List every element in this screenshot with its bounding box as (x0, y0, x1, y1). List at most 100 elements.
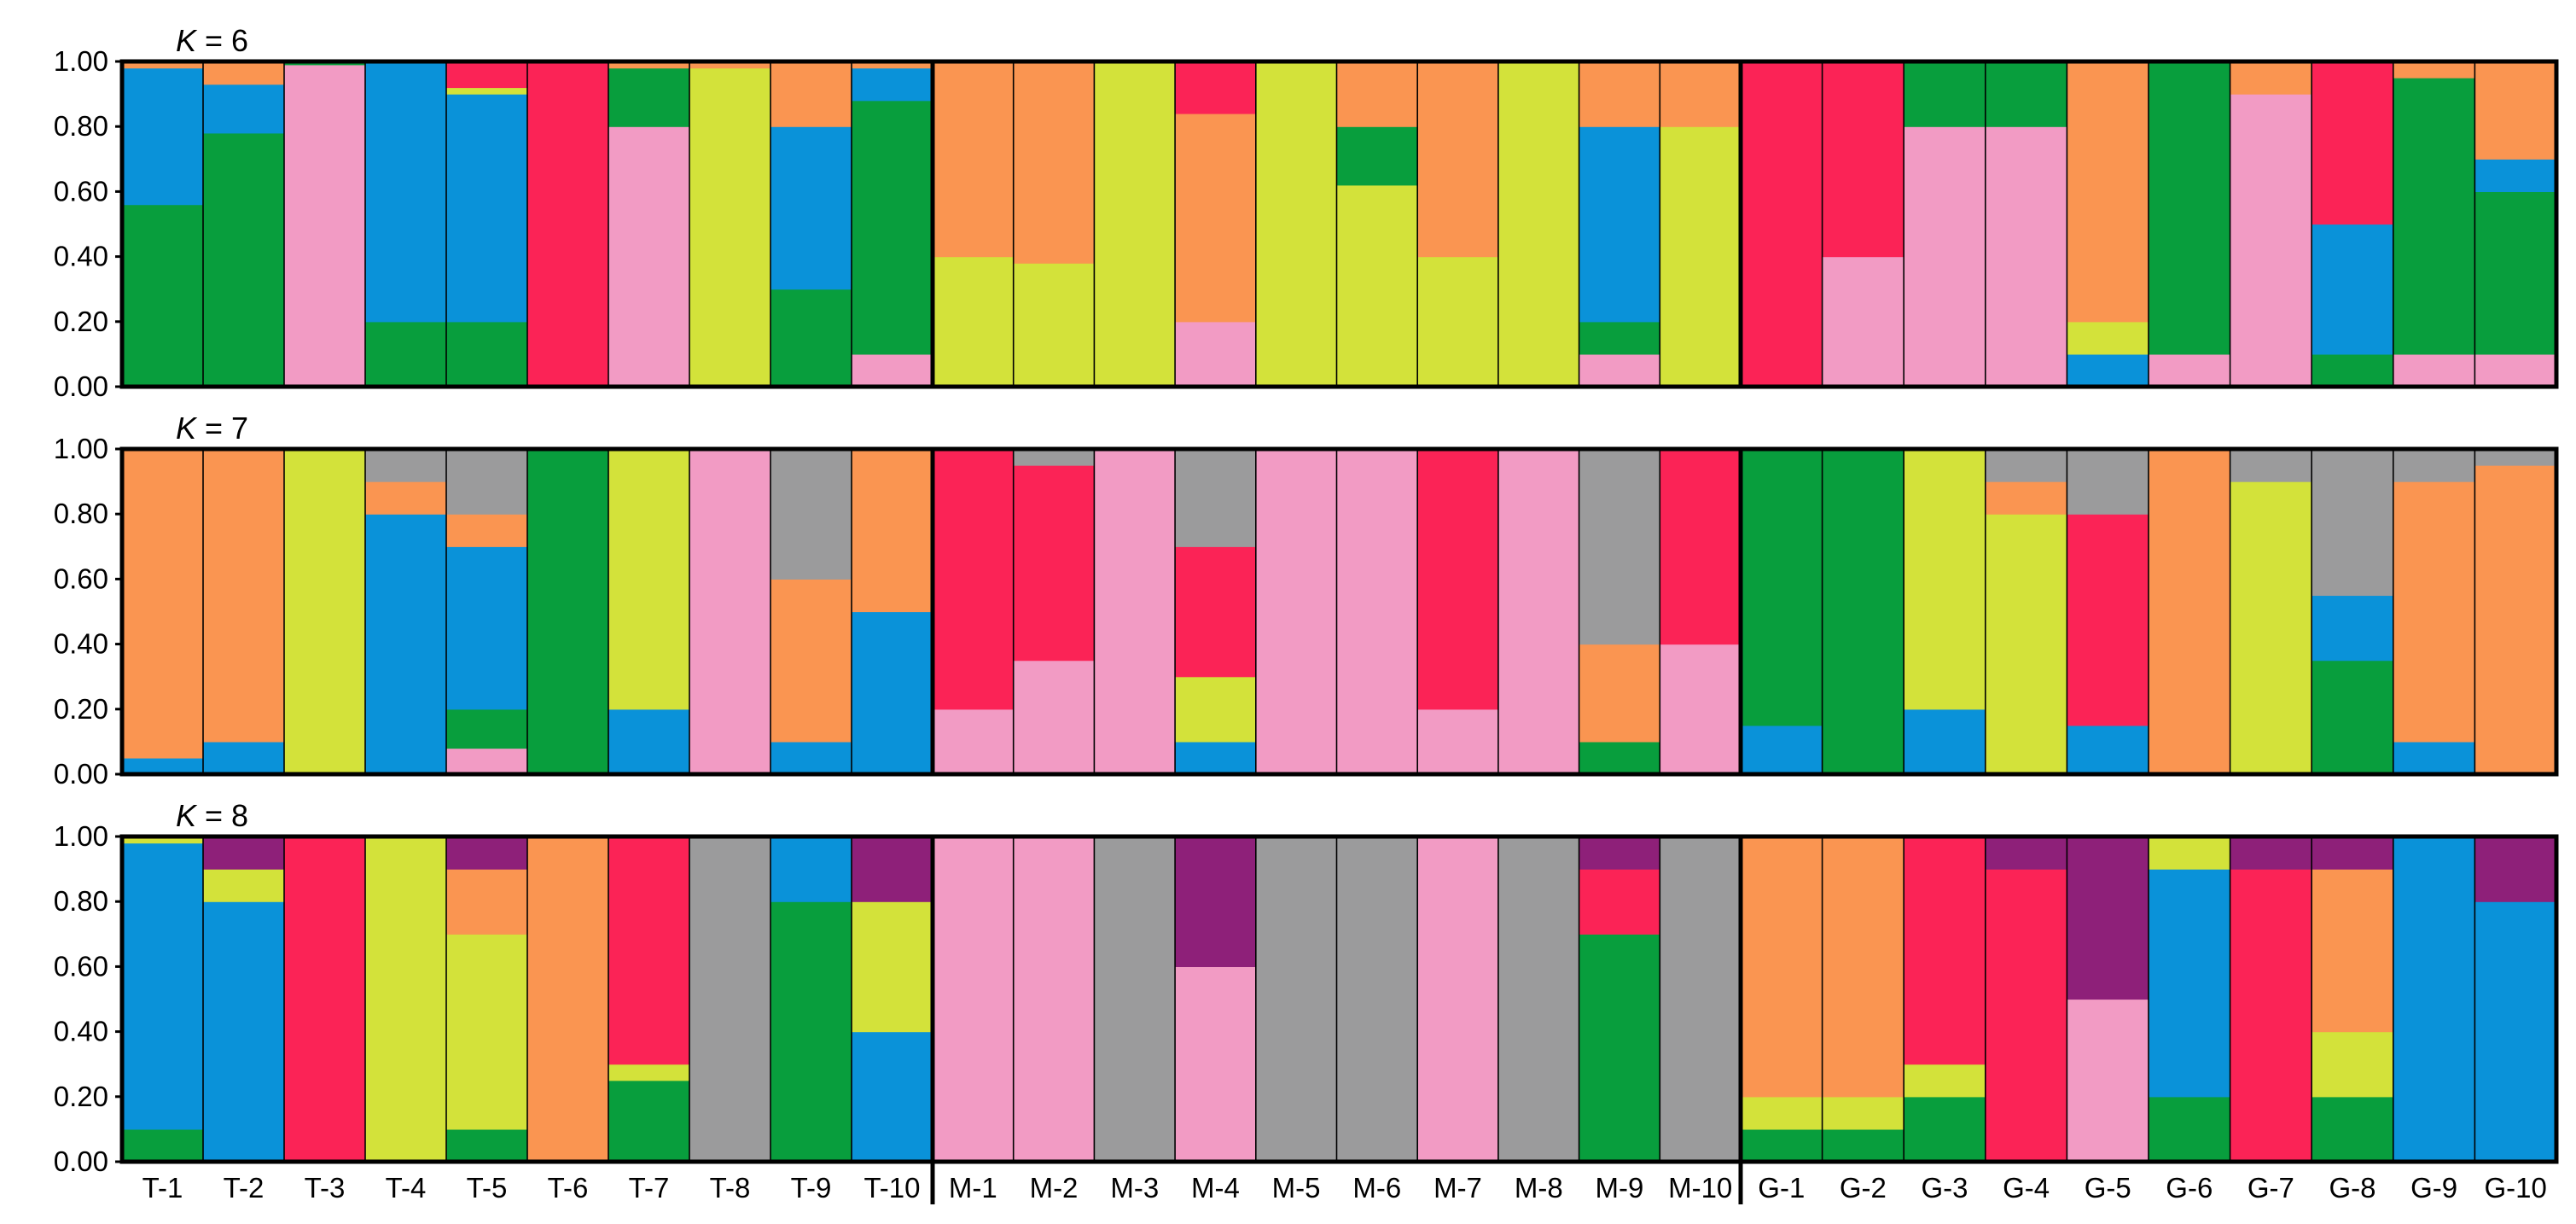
k-label: K = 6 (176, 23, 248, 58)
bar-segment-T-9-orange (770, 61, 852, 127)
bar-segment-M-9-orange (1579, 644, 1660, 743)
group-M-5 (1255, 61, 1338, 388)
y-tick-label: 0.80 (54, 498, 108, 529)
bar-segment-M-9-orange (1579, 61, 1660, 127)
panel-frame (119, 446, 2559, 777)
group-G-8 (2311, 449, 2394, 775)
panel-k7: 0.00 0.20 0.40 0.60 0.80 1.00 K = 7 (54, 411, 2559, 790)
y-tick-label: 0.80 (54, 885, 108, 917)
group-T-9 (770, 449, 852, 775)
group-G-8 (2311, 836, 2394, 1163)
bar-segment-T-7-pink (608, 126, 690, 388)
x-label-M-8: M-8 (1515, 1172, 1563, 1204)
bar-segment-T-8-orange (689, 61, 771, 69)
y-tick-label: 1.00 (54, 45, 108, 77)
bar-segment-M-9-purple (1579, 836, 1660, 870)
group-G-3 (1904, 61, 1986, 388)
bar-segment-M-1-pink (933, 836, 1015, 1163)
bar-segment-G-10-green (2474, 191, 2557, 355)
bar-segment-T-7-green (608, 67, 690, 127)
bar-segment-G-5-blue (2067, 353, 2149, 388)
bar-segment-T-7-yellow (608, 449, 690, 710)
bar-segment-M-5-gray (1255, 836, 1338, 1163)
group-T-8 (689, 449, 771, 775)
bar-segment-T-10-blue (852, 1031, 933, 1163)
bar-segment-G-4-orange (1985, 481, 2067, 515)
bar-segment-M-9-green (1579, 321, 1660, 355)
group-T-8 (689, 61, 771, 388)
y-tick-label: 1.00 (54, 820, 108, 852)
bar-segment-T-2-purple (203, 836, 285, 870)
bar-segment-M-1-orange (933, 61, 1015, 258)
group-G-6 (2149, 836, 2231, 1163)
bar-segment-T-1-yellow (122, 836, 204, 844)
group-M-4 (1175, 61, 1257, 388)
bar-segment-M-10-yellow (1660, 126, 1742, 388)
x-label-M-2: M-2 (1030, 1172, 1079, 1204)
y-tick-label: 1.00 (54, 433, 108, 464)
bar-segment-M-9-pink (1579, 353, 1660, 388)
x-label-G-8: G-8 (2329, 1172, 2375, 1204)
bar-segment-M-2-pink (1013, 660, 1095, 775)
group-G-9 (2393, 449, 2475, 775)
bar-segment-G-4-pink (1985, 126, 2067, 388)
panels: 0.00 0.20 0.40 0.60 0.80 1.00 K = 6 0.00 0.20 0.4… (54, 23, 2559, 1177)
bar-segment-G-9-gray (2393, 449, 2475, 482)
group-G-10 (2474, 61, 2557, 388)
group-M-7 (1417, 61, 1499, 388)
bar-segment-T-2-orange (203, 61, 285, 85)
bar-segment-T-1-orange (122, 449, 204, 759)
x-label-T-9: T-9 (791, 1172, 832, 1204)
group-G-2 (1822, 449, 1904, 775)
bar-segment-T-10-blue (852, 611, 933, 775)
bar-segment-M-8-yellow (1497, 61, 1580, 388)
bar-segment-G-1-blue (1741, 725, 1823, 775)
k-value: 8 (231, 798, 248, 833)
group-G-9 (2393, 836, 2475, 1163)
bar-segment-G-10-blue (2474, 901, 2557, 1163)
group-G-5 (2067, 836, 2149, 1163)
y-tick-label: 0.20 (54, 693, 108, 725)
bar-segment-G-7-red (2230, 869, 2312, 1163)
group-T-2 (203, 61, 285, 388)
bar-segment-M-3-yellow (1094, 61, 1176, 388)
bar-segment-G-4-green (1985, 61, 2067, 127)
bar-segment-T-5-yellow (446, 87, 528, 95)
group-M-10 (1660, 836, 1742, 1163)
group-T-7 (608, 836, 690, 1163)
group-G-10 (2474, 836, 2557, 1163)
bar-segment-G-7-gray (2230, 449, 2312, 482)
bar-segment-G-8-purple (2311, 836, 2394, 870)
bar-segment-G-10-purple (2474, 836, 2557, 902)
y-tick-label: 0.40 (54, 1016, 108, 1047)
x-label-T-4: T-4 (386, 1172, 427, 1204)
group-G-1 (1741, 449, 1823, 775)
bar-segment-G-8-red (2311, 61, 2394, 225)
bar-segment-T-5-purple (446, 836, 528, 870)
bar-segment-G-3-yellow (1904, 449, 1986, 710)
panel-frame (119, 59, 2559, 389)
bar-segment-G-2-yellow (1822, 1096, 1904, 1130)
bar-segment-T-7-orange (608, 61, 690, 69)
k-letter: K (176, 798, 198, 833)
bar-segment-G-2-red (1822, 61, 1904, 258)
x-label-G-1: G-1 (1758, 1172, 1805, 1204)
k-label: K = 7 (176, 411, 248, 446)
bar-segment-G-7-yellow (2230, 481, 2312, 775)
bar-segment-G-3-green (1904, 61, 1986, 127)
group-T-10 (852, 836, 933, 1163)
bar-segment-T-4-orange (365, 481, 447, 515)
bar-segment-G-6-green (2149, 1096, 2231, 1163)
bar-segment-T-1-orange (122, 61, 204, 69)
bar-segment-G-9-blue (2393, 836, 2475, 1163)
panel-frame (119, 834, 2559, 1164)
bar-segment-M-9-gray (1579, 449, 1660, 645)
bar-segment-T-5-green (446, 321, 528, 388)
bar-segment-T-6-green (527, 449, 609, 775)
bar-segment-T-4-green (365, 321, 447, 388)
group-T-7 (608, 61, 690, 388)
x-label-M-9: M-9 (1595, 1172, 1643, 1204)
bar-segment-G-7-orange (2230, 61, 2312, 95)
group-G-3 (1904, 836, 1986, 1163)
bar-segment-G-3-red (1904, 836, 1986, 1065)
